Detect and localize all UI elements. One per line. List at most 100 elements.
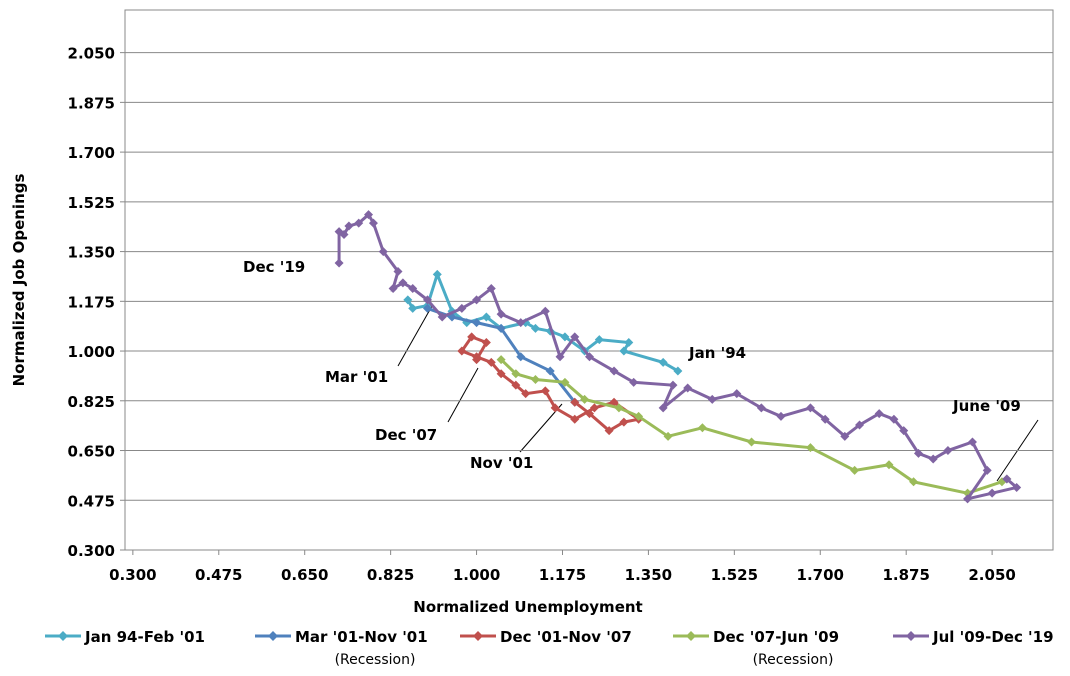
- point: [840, 431, 850, 441]
- point: [884, 460, 894, 470]
- x-tick-label: 0.650: [281, 566, 328, 584]
- x-tick-label: 1.700: [797, 566, 844, 584]
- legend-label: Dec '07-Jun '09: [713, 628, 839, 646]
- legend-marker: [906, 631, 916, 641]
- y-tick-label: 1.000: [68, 343, 115, 361]
- y-tick-label: 0.650: [68, 443, 115, 461]
- point: [408, 284, 418, 294]
- point: [540, 306, 550, 316]
- point: [658, 403, 668, 413]
- legend-note: (Recession): [753, 652, 834, 668]
- point: [963, 494, 973, 504]
- point: [521, 389, 531, 399]
- point: [570, 397, 580, 407]
- x-tick-label: 0.475: [195, 566, 242, 584]
- point: [584, 409, 594, 419]
- point: [624, 338, 634, 348]
- point: [619, 346, 629, 356]
- point: [457, 303, 467, 313]
- series-line: [500, 358, 1008, 495]
- legend-marker: [58, 631, 68, 641]
- point: [609, 397, 619, 407]
- y-tick-label: 2.050: [68, 45, 115, 63]
- legend-label: Mar '01-Nov '01: [295, 628, 428, 646]
- point: [560, 332, 570, 342]
- point: [756, 403, 766, 413]
- point: [609, 366, 619, 376]
- point: [486, 284, 496, 294]
- point: [913, 448, 923, 458]
- point: [555, 352, 565, 362]
- point: [697, 423, 707, 433]
- point: [422, 303, 432, 313]
- point: [511, 380, 521, 390]
- point: [594, 335, 604, 345]
- point: [516, 352, 526, 362]
- point: [393, 266, 403, 276]
- point: [496, 355, 506, 365]
- y-tick-label: 0.825: [68, 393, 115, 411]
- point: [967, 437, 977, 447]
- point: [540, 386, 550, 396]
- point: [580, 394, 590, 404]
- point: [805, 443, 815, 453]
- point: [457, 346, 467, 356]
- point: [472, 295, 482, 305]
- point: [820, 414, 830, 424]
- x-tick-label: 0.825: [367, 566, 414, 584]
- point: [408, 303, 418, 313]
- y-tick-label: 1.175: [68, 293, 115, 311]
- legend-label: Jan 94-Feb '01: [84, 628, 205, 646]
- point: [850, 465, 860, 475]
- point: [899, 426, 909, 436]
- legend-label: Dec '01-Nov '07: [500, 628, 632, 646]
- point: [481, 338, 491, 348]
- point: [368, 218, 378, 228]
- point: [747, 437, 757, 447]
- annotation: Mar '01: [325, 368, 388, 386]
- point: [530, 374, 540, 384]
- point: [545, 366, 555, 376]
- point: [511, 369, 521, 379]
- annotation: Dec '07: [375, 426, 437, 444]
- point: [619, 417, 629, 427]
- point: [570, 414, 580, 424]
- x-tick-label: 1.525: [711, 566, 758, 584]
- point: [874, 409, 884, 419]
- point: [584, 352, 594, 362]
- point: [673, 366, 683, 376]
- y-tick-label: 0.475: [68, 492, 115, 510]
- point: [403, 295, 413, 305]
- point: [663, 431, 673, 441]
- annotation: June '09: [952, 397, 1021, 415]
- point: [334, 258, 344, 268]
- y-tick-label: 0.300: [68, 542, 115, 560]
- x-tick-label: 1.175: [539, 566, 586, 584]
- annotation: Nov '01: [470, 454, 533, 472]
- point: [668, 380, 678, 390]
- point: [943, 446, 953, 456]
- point: [378, 247, 388, 257]
- point: [634, 411, 644, 421]
- point: [614, 403, 624, 413]
- point: [496, 323, 506, 333]
- series-line: [406, 269, 679, 373]
- point: [530, 323, 540, 333]
- legend-marker: [473, 631, 483, 641]
- point: [422, 295, 432, 305]
- point: [707, 394, 717, 404]
- point: [398, 278, 408, 288]
- point: [1012, 482, 1022, 492]
- point: [683, 383, 693, 393]
- point: [1002, 474, 1012, 484]
- point: [805, 403, 815, 413]
- point: [987, 488, 997, 498]
- y-tick-label: 1.525: [68, 194, 115, 212]
- point: [437, 312, 447, 322]
- point: [467, 332, 477, 342]
- point: [481, 312, 491, 322]
- x-tick-label: 2.050: [968, 566, 1015, 584]
- y-tick-label: 1.700: [68, 144, 115, 162]
- y-tick-label: 1.875: [68, 94, 115, 112]
